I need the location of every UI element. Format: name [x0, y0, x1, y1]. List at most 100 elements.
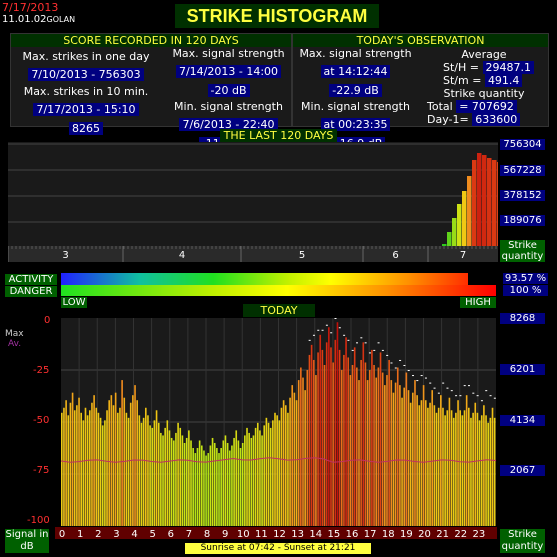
hour-label: 4 — [131, 529, 137, 539]
today-bar — [196, 448, 199, 526]
today-bar — [198, 440, 201, 526]
today-bar — [485, 415, 487, 526]
today-bar — [170, 437, 173, 526]
today-bar — [489, 417, 492, 526]
today-bar — [282, 400, 285, 526]
hour-label: 12 — [273, 529, 286, 539]
today-bar — [312, 359, 315, 526]
station-name: GOLAN — [46, 15, 76, 24]
today-bar — [440, 395, 442, 526]
total-label: Total — [427, 100, 453, 113]
today-bar — [101, 425, 104, 526]
score-heading: SCORE RECORDED IN 120 DAYS — [11, 34, 291, 47]
today-bar — [476, 412, 479, 526]
today-bar — [306, 370, 309, 526]
today-bar — [185, 437, 188, 526]
today-bar — [147, 415, 149, 526]
today-bar — [160, 432, 162, 526]
last120-bar — [472, 160, 477, 246]
last120-axis — [8, 246, 498, 262]
today-bar — [233, 437, 235, 526]
stm-label: St/m = — [443, 74, 482, 87]
today-bar — [239, 448, 242, 526]
max-marker — [343, 334, 346, 336]
max-marker — [356, 342, 359, 344]
average-line — [61, 457, 496, 463]
today-bar — [261, 435, 263, 526]
today-bar — [424, 400, 427, 526]
today-bar — [437, 407, 440, 526]
left-tick-0: 0 — [44, 315, 51, 326]
max-marker — [377, 342, 380, 344]
today-bar — [297, 380, 300, 526]
max-legend: Max — [5, 329, 24, 339]
last120-qty-label: Strike quantity — [500, 240, 545, 262]
today-bar — [162, 435, 164, 526]
today-bar — [97, 412, 100, 526]
today-bar — [61, 412, 63, 526]
today-bar — [368, 370, 371, 526]
today-bar — [244, 435, 246, 526]
max-marker — [368, 352, 371, 354]
today-bar — [203, 450, 205, 526]
today-bar — [399, 385, 401, 526]
today-bar — [287, 412, 289, 526]
today-bar — [256, 422, 259, 526]
max-marker — [424, 377, 427, 379]
today-bar — [356, 367, 358, 526]
hour-label: 20 — [418, 529, 431, 539]
today-bar — [86, 415, 89, 526]
max-marker — [347, 339, 350, 341]
last120-tick-1: 567228 — [500, 165, 545, 176]
today-bar — [207, 453, 210, 526]
today-bar — [455, 412, 457, 526]
today-chart — [61, 318, 496, 526]
today-bar — [155, 410, 158, 526]
today-bar — [140, 422, 143, 526]
hour-label: 13 — [291, 529, 304, 539]
today-bar — [407, 390, 410, 526]
today-bar — [82, 420, 85, 526]
last120-heading: THE LAST 120 DAYS — [220, 129, 337, 142]
hour-label: 1 — [77, 529, 83, 539]
version-label: 11.01.02GOLAN — [2, 14, 75, 25]
right-axis: 8268 6201 4134 2067 Strike quantity — [500, 313, 548, 553]
today-bar — [472, 412, 474, 526]
today-bar — [478, 420, 481, 526]
today-bar — [381, 372, 384, 526]
today-bar — [248, 432, 250, 526]
today-bar — [73, 410, 76, 526]
today-bar — [280, 407, 283, 526]
today-bar — [328, 327, 330, 526]
max-marker — [480, 400, 483, 402]
last120-bar — [492, 160, 497, 246]
today-bar — [396, 367, 399, 526]
today-bar — [429, 402, 431, 526]
max-marker — [485, 390, 488, 392]
today-bar — [394, 382, 397, 526]
max-marker — [416, 380, 419, 382]
hour-axis: 0 1 2 3 4 5 6 7 8 9 10 11 12 13 14 15 16 17 18 19 20 21 22 23 — [55, 527, 497, 539]
av-legend: Av. — [8, 339, 22, 349]
today-bar — [420, 400, 423, 526]
today-bar — [267, 422, 270, 526]
max-marker — [429, 382, 432, 384]
max-marker — [351, 349, 354, 351]
today-bar — [93, 395, 95, 526]
total-value: = 707692 — [456, 100, 517, 113]
activity-pct: 93.57 % — [503, 273, 548, 284]
score-panel: SCORE RECORDED IN 120 DAYS Max. strikes … — [10, 33, 292, 150]
danger-label: DANGER — [5, 286, 57, 297]
today-bar — [237, 440, 240, 526]
today-bar — [302, 377, 304, 526]
today-bar — [95, 407, 98, 526]
today-bar — [259, 430, 261, 526]
today-bar — [386, 375, 388, 526]
today-bar — [345, 337, 347, 526]
today-bar — [403, 387, 406, 526]
max-marker — [312, 334, 315, 336]
right-tick-2: 4134 — [500, 415, 545, 426]
today-bar — [377, 367, 380, 526]
today-bar — [224, 435, 227, 526]
max-marker — [420, 375, 423, 377]
